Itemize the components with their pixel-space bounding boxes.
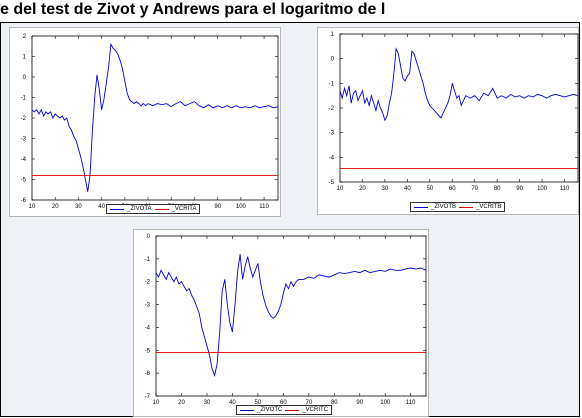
y-tick-label: -4 <box>329 155 335 161</box>
legend-b: _ZIVOTB _VCRITB <box>410 202 506 212</box>
y-tick-label: -7 <box>145 394 151 400</box>
x-tick-label: 20 <box>178 400 185 406</box>
y-tick-label: 0 <box>331 57 335 63</box>
x-tick-label: 30 <box>382 186 389 192</box>
x-tick-label: 60 <box>449 186 456 192</box>
x-tick-label: 110 <box>406 400 416 406</box>
legend-swatch-vcritc <box>285 409 300 411</box>
y-tick-label: -6 <box>21 198 27 204</box>
legend-label-vcritb: _VCRITB <box>476 204 502 210</box>
y-tick-label: -4 <box>145 325 151 331</box>
legend-label-zivotc: _ZIVOTC <box>257 407 283 413</box>
y-tick-label: -1 <box>145 257 151 263</box>
legend-swatch-zivotc <box>240 409 254 411</box>
legend-swatch-zivota <box>110 208 124 210</box>
x-tick-label: 40 <box>98 204 105 210</box>
chart-c: 0 -1 -2 -3 -4 -5 -6 -710 20 30 40 50 60 70 80 90 100 110 <box>145 234 427 406</box>
y-tick-label: 0 <box>147 234 151 240</box>
x-tick-label: 20 <box>359 186 366 192</box>
y-tick-label: -2 <box>329 106 335 112</box>
x-tick-label: 80 <box>331 400 338 406</box>
y-tick-label: -2 <box>21 116 27 122</box>
x-tick-label: 40 <box>229 400 236 406</box>
y-tick-label: 1 <box>23 55 27 61</box>
x-tick-label: 100 <box>537 186 548 192</box>
x-tick-label: 50 <box>426 186 433 192</box>
page-title: e del test de Zivot y Andrews para el lo… <box>0 1 386 18</box>
x-tick-label: 30 <box>75 204 82 210</box>
series-line-zivota <box>31 42 279 192</box>
y-tick-label: -5 <box>145 348 151 354</box>
x-tick-label: 60 <box>280 400 287 406</box>
x-tick-label: 70 <box>471 186 478 192</box>
graph-frame: 210-1-2-3-4-5-6102030405060708090100110 … <box>0 22 580 417</box>
y-tick-label: -3 <box>329 131 335 137</box>
legend-a: _ZIVOTA _VCRITA <box>106 204 201 214</box>
y-tick-label: -3 <box>145 303 151 309</box>
x-tick-label: 10 <box>153 400 160 406</box>
x-tick-label: 50 <box>255 400 262 406</box>
x-tick-label: 100 <box>380 400 391 406</box>
y-tick-label: -3 <box>21 137 27 143</box>
series-line-zivotb <box>339 47 579 122</box>
x-tick-label: 30 <box>204 400 211 406</box>
x-tick-label: 70 <box>305 400 312 406</box>
plot-area <box>155 235 427 397</box>
legend-swatch-zivotb <box>414 206 428 208</box>
x-tick-label: 10 <box>29 204 36 210</box>
chart-panel-a: 210-1-2-3-4-5-6102030405060708090100110 … <box>9 27 281 217</box>
legend-swatch-vcritb <box>459 206 474 208</box>
x-tick-label: 100 <box>236 204 247 210</box>
x-tick-label: 40 <box>404 186 411 192</box>
y-tick-label: -1 <box>329 81 335 87</box>
legend-label-zivotb: _ZIVOTB <box>431 204 457 210</box>
y-tick-label: -4 <box>21 157 27 163</box>
x-tick-label: 90 <box>516 186 523 192</box>
chart-a: 210-1-2-3-4-5-6102030405060708090100110 <box>21 34 279 210</box>
y-tick-label: -6 <box>145 371 151 377</box>
y-tick-label: -1 <box>21 96 27 102</box>
y-tick-label: 1 <box>331 32 335 38</box>
legend-swatch-vcrita <box>154 208 169 210</box>
plot-area <box>339 33 579 183</box>
legend-label-vcritc: _VCRITC <box>302 407 329 413</box>
chart-panel-c: 0 -1 -2 -3 -4 -5 -6 -7 10 20 30 40 50 60 70 80 90 100 110 … <box>133 229 429 417</box>
y-tick-label: -5 <box>21 178 27 184</box>
legend-label-zivota: _ZIVOTA <box>127 206 152 212</box>
x-tick-label: 80 <box>494 186 501 192</box>
x-tick-label: 90 <box>214 204 221 210</box>
series-line-zivotc <box>155 254 427 377</box>
x-tick-label: 20 <box>52 204 59 210</box>
y-tick-label: -5 <box>329 180 335 186</box>
legend-c: _ZIVOTC _VCRITC <box>236 405 333 415</box>
y-tick-label: -2 <box>145 280 151 286</box>
x-tick-label: 110 <box>259 204 269 210</box>
y-tick-label: 0 <box>23 75 27 81</box>
y-tick-label: 2 <box>23 34 27 40</box>
x-tick-label: 110 <box>560 186 570 192</box>
legend-label-vcrita: _VCRITA <box>171 206 197 212</box>
x-tick-label: 90 <box>356 400 363 406</box>
x-tick-label: 10 <box>337 186 344 192</box>
chart-b: 10-1-2-3-4-510 20 30 40 50 60 70 80 90 100 110 <box>329 32 579 192</box>
chart-panel-b: 1 0 -1 -2 -3 -4 -5 10 20 30 40 50 60 70 80 90 100 110 _ZI… <box>317 27 579 215</box>
